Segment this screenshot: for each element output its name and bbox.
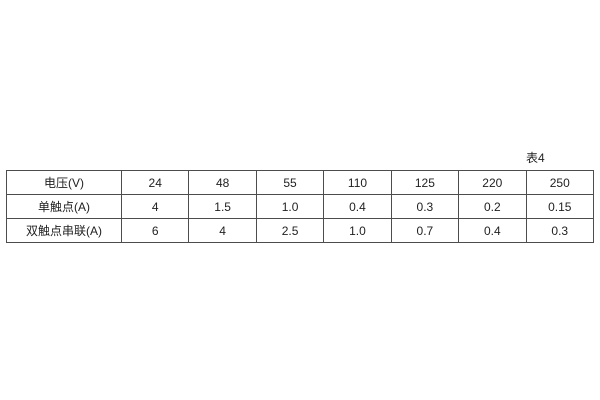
table-cell: 6: [120, 218, 190, 243]
table-row-single-contact: 单触点(A) 4 1.5 1.0 0.4 0.3 0.2 0.15: [6, 194, 595, 219]
table-cell: 220: [458, 170, 527, 195]
table-cell: 1.5: [188, 194, 257, 219]
table-cell: 0.4: [458, 218, 527, 243]
table-row-voltage: 电压(V) 24 48 55 110 125 220 250: [6, 170, 595, 195]
table-cell: 48: [188, 170, 257, 195]
table-cell: 1.0: [323, 218, 392, 243]
table-cell: 55: [255, 170, 325, 195]
table-cell: 0.7: [390, 218, 460, 243]
table-cell: 110: [323, 170, 392, 195]
table-cell: 4: [188, 218, 257, 243]
table-cell: 1.0: [255, 194, 325, 219]
table-cell: 0.3: [390, 194, 460, 219]
row-header-cell: 电压(V): [6, 170, 122, 195]
table-cell: 0.15: [525, 194, 595, 219]
table-cell: 250: [525, 170, 595, 195]
table-cell: 125: [390, 170, 460, 195]
table-caption: 表4: [526, 151, 545, 165]
row-header-cell: 单触点(A): [6, 194, 122, 219]
row-header-cell: 双触点串联(A): [6, 218, 122, 243]
table-row-double-contact-series: 双触点串联(A) 6 4 2.5 1.0 0.7 0.4 0.3: [6, 218, 595, 243]
table-cell: 4: [120, 194, 190, 219]
table-cell: 0.2: [458, 194, 527, 219]
table-cell: 2.5: [255, 218, 325, 243]
table-cell: 0.3: [525, 218, 595, 243]
table-cell: 0.4: [323, 194, 392, 219]
contact-ratings-table: 电压(V) 24 48 55 110 125 220 250 单触点(A) 4 …: [6, 170, 595, 243]
table-cell: 24: [120, 170, 190, 195]
